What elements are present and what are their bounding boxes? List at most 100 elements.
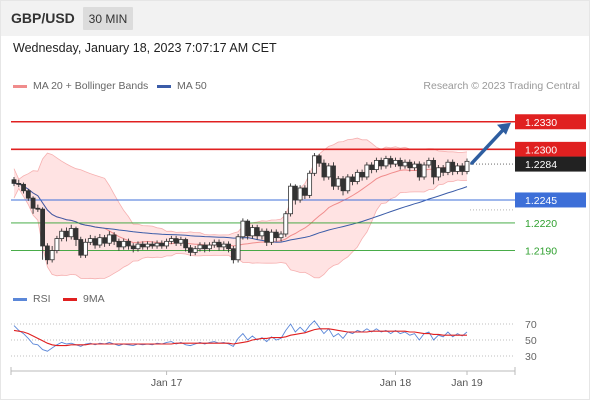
candle-body: [130, 245, 136, 250]
candle-body: [388, 158, 394, 165]
candle-body: [307, 172, 313, 196]
candle-body: [240, 220, 246, 238]
candle-body: [273, 231, 279, 239]
candle-body: [450, 161, 456, 172]
candle-body: [426, 159, 432, 166]
level-tag-1-2300: [515, 141, 586, 157]
candle-body: [197, 244, 203, 250]
candle-body: [335, 178, 341, 187]
candle-body: [292, 185, 298, 201]
candle-body: [73, 228, 79, 240]
rsi-tick-label: 50: [525, 335, 537, 347]
level-label-1-2220: 1.2220: [525, 218, 557, 230]
level-label-1-2190: 1.2190: [525, 246, 557, 258]
candle-body: [54, 238, 60, 251]
candle-body: [21, 183, 26, 192]
candle-body: [331, 165, 336, 187]
candle-body: [121, 240, 127, 248]
candle-body: [149, 243, 155, 247]
candle-body: [106, 234, 112, 244]
candle-body: [297, 187, 303, 201]
ma20-swatch: [13, 84, 27, 88]
candle-body: [283, 213, 289, 235]
candle-body: [183, 239, 189, 249]
chart-datetime: Wednesday, January 18, 2023 7:07:17 AM C…: [13, 41, 277, 55]
rsi-tick-label: 70: [525, 319, 537, 331]
forecast-arrow-shaft: [470, 126, 507, 165]
candle-body: [245, 220, 251, 237]
candle-body: [159, 242, 165, 247]
candle-body: [421, 164, 427, 178]
ma50-label: MA 50: [177, 80, 207, 92]
candle-body: [188, 247, 193, 253]
candle-body: [250, 227, 255, 237]
candle-body: [312, 155, 317, 174]
legend-rsi: RSI: [13, 293, 51, 305]
candle-body: [378, 159, 384, 167]
candle-body: [393, 159, 398, 165]
candle-body: [68, 228, 74, 238]
rsi-ma9-line: [13, 328, 467, 347]
candle-body: [83, 241, 88, 256]
legend-ma50: MA 50: [157, 80, 207, 92]
x-axis-label: Jan 19: [451, 377, 483, 389]
candle-body: [364, 164, 370, 178]
candle-body: [44, 245, 50, 261]
candle-body: [383, 158, 389, 167]
candle-body: [264, 230, 270, 243]
candle-body: [92, 238, 98, 246]
level-tag-1-2330: [515, 114, 586, 130]
candle-body: [402, 161, 408, 167]
candle-body: [64, 230, 69, 238]
candle-body: [435, 167, 441, 178]
candle-body: [49, 250, 55, 261]
candle-body: [111, 234, 117, 242]
candle-body: [25, 190, 31, 199]
ma9-swatch: [63, 297, 77, 301]
candle-body: [455, 165, 460, 172]
candle-body: [192, 248, 198, 253]
header-bar: GBP/USD 30 MIN: [0, 0, 590, 36]
candle-body: [369, 164, 375, 170]
candle-body: [464, 160, 470, 172]
x-axis-label: Jan 18: [380, 377, 412, 389]
candle-body: [87, 238, 93, 243]
ma9-label: 9MA: [83, 293, 105, 305]
legend-ma9: 9MA: [63, 293, 105, 305]
candle-body: [373, 159, 379, 170]
timeframe-button[interactable]: 30 MIN: [83, 7, 133, 30]
candle-body: [354, 171, 360, 182]
candle-body: [359, 171, 365, 178]
candle-body: [16, 182, 22, 185]
candle-body: [216, 241, 222, 248]
rsi-line: [13, 320, 468, 352]
candle-body: [278, 233, 284, 239]
candle-body: [269, 231, 274, 243]
symbol-title: GBP/USD: [11, 10, 75, 26]
candle-body: [211, 241, 217, 246]
legend-ma20: MA 20 + Bollinger Bands: [13, 80, 148, 92]
candle-body: [59, 230, 65, 240]
candle-body: [126, 240, 131, 247]
candle-body: [431, 159, 437, 178]
rsi-label: RSI: [33, 293, 51, 305]
credit-text: Research © 2023 Trading Central: [423, 80, 580, 92]
candle-body: [445, 161, 451, 173]
rsi-swatch: [13, 297, 27, 301]
candle-body: [30, 197, 36, 209]
rsi-tick-label: 30: [525, 351, 537, 363]
candle-body: [164, 240, 169, 247]
candle-body: [102, 237, 107, 244]
candle-body: [230, 248, 236, 261]
level-label-1-2245: 1.2245: [525, 195, 557, 207]
bollinger-lower-line: [13, 179, 468, 280]
candle-body: [40, 208, 46, 247]
candle-body: [288, 185, 293, 215]
candle-body: [173, 238, 179, 244]
candle-body: [459, 165, 465, 172]
candle-body: [397, 159, 403, 167]
candle-body: [145, 243, 150, 248]
candle-body: [350, 176, 355, 182]
candle-body: [207, 244, 212, 250]
